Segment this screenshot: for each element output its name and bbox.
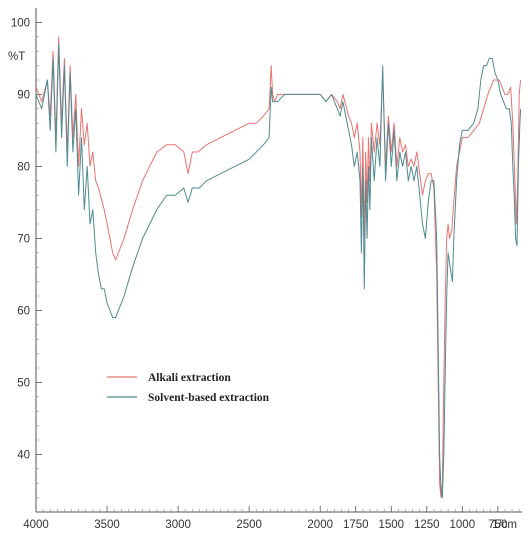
x-tick-label: 4000 [23, 519, 49, 531]
x-minor-ticks [42, 509, 520, 512]
x-tick-label: 2000 [307, 519, 333, 531]
legend-label-alkali: Alkali extraction [148, 372, 231, 384]
y-tick-label: 100 [11, 17, 30, 29]
y-tick-label: 50 [17, 377, 30, 389]
legend-label-solvent: Solvent-based extraction [148, 392, 270, 404]
x-tick-label: 3000 [165, 519, 191, 531]
x-tick-label: 2500 [236, 519, 262, 531]
series-layer [35, 36, 522, 499]
x-tick-label: 1750 [343, 519, 369, 531]
y-tick-label: 70 [17, 233, 30, 245]
y-tick-label: 80 [17, 161, 30, 173]
x-tick-label: 3500 [94, 519, 120, 531]
y-tick-label: 90 [17, 89, 30, 101]
series-line-solvent-based-extraction [35, 43, 522, 499]
y-axis-unit-label: %T [8, 51, 25, 63]
x-tick-label: 750 [488, 519, 507, 531]
y-tick-label: 40 [17, 449, 30, 461]
x-axis-unit-label: 1/cm [492, 519, 517, 531]
x-tick-label: 1000 [450, 519, 476, 531]
x-tick-label: 1500 [378, 519, 404, 531]
x-axis-ticks: 4000 3500 3000 2500 2000 1750 1500 1250 1000 750 [23, 506, 507, 531]
series-line-alkali-extraction [35, 36, 522, 499]
legend: Alkali extraction Solvent-based extracti… [107, 372, 270, 404]
x-tick-label: 1250 [414, 519, 440, 531]
y-tick-label: 60 [17, 305, 30, 317]
y-axis-ticks: 40 50 60 70 80 90 100 [11, 17, 42, 461]
y-minor-ticks [36, 36, 39, 498]
